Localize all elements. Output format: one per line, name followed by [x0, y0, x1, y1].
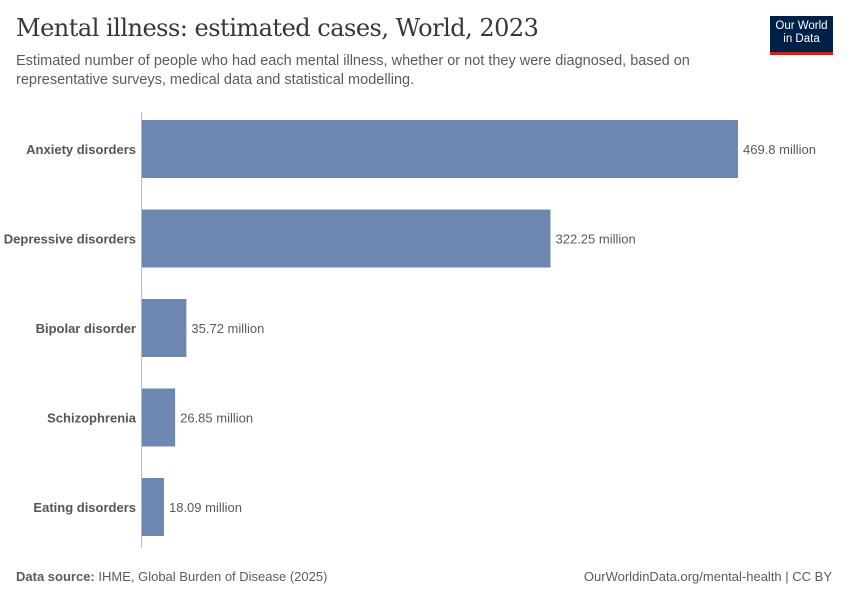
value-label: 35.72 million: [191, 321, 264, 336]
bar: [141, 478, 164, 536]
source-label: Data source:: [16, 569, 95, 584]
chart-title: Mental illness: estimated cases, World, …: [16, 14, 539, 42]
category-label: Anxiety disorders: [26, 142, 136, 157]
logo-line2: in Data: [783, 33, 820, 45]
owid-logo[interactable]: Our World in Data: [770, 16, 833, 55]
source-text: IHME, Global Burden of Disease (2025): [98, 569, 328, 584]
bar: [141, 120, 738, 178]
data-source: Data source: IHME, Global Burden of Dise…: [16, 569, 327, 584]
value-label: 18.09 million: [169, 500, 242, 515]
chart-subtitle: Estimated number of people who had each …: [16, 53, 690, 88]
value-label: 322.25 million: [556, 232, 636, 247]
bar: [141, 209, 551, 268]
bar: [141, 299, 187, 357]
value-label: 26.85 million: [180, 411, 253, 426]
category-label: Depressive disorders: [4, 232, 136, 247]
category-label: Eating disorders: [33, 500, 136, 515]
category-label: Bipolar disorder: [36, 321, 136, 336]
value-label: 469.8 million: [743, 142, 816, 157]
logo-line1: Our World: [775, 20, 828, 32]
bar: [141, 388, 176, 447]
source-link[interactable]: OurWorldinData.org/mental-health | CC BY: [583, 569, 832, 584]
category-label: Schizophrenia: [47, 411, 137, 426]
